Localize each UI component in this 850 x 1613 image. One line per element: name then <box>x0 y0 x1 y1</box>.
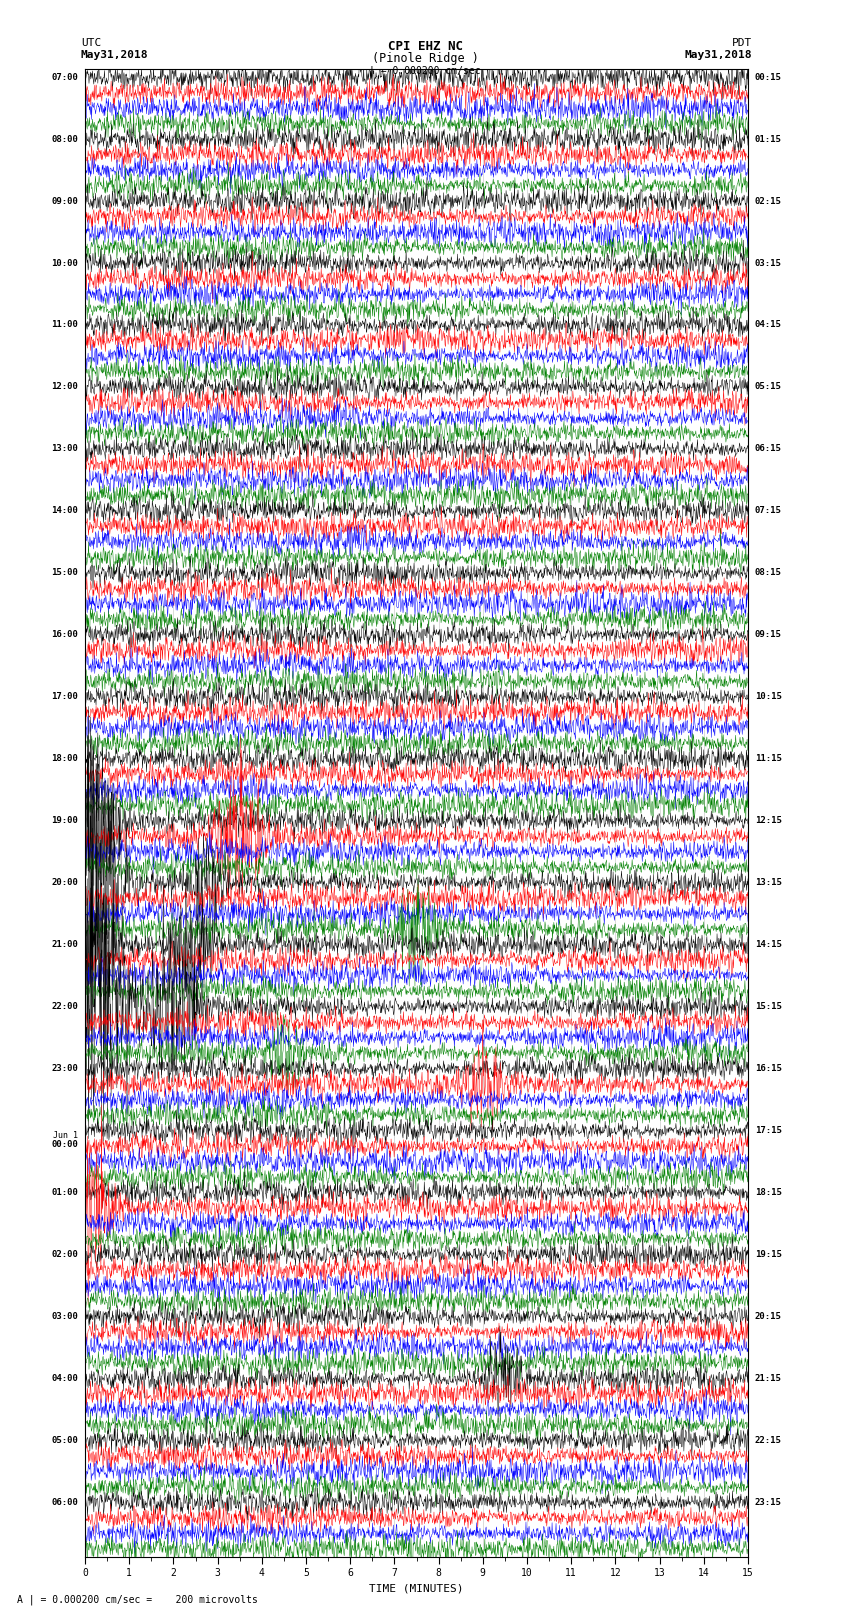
Text: 19:15: 19:15 <box>755 1250 781 1260</box>
Text: Jun 1: Jun 1 <box>54 1131 78 1139</box>
Text: 00:00: 00:00 <box>52 1140 78 1148</box>
Text: 12:00: 12:00 <box>52 382 78 392</box>
Text: 22:15: 22:15 <box>755 1436 781 1445</box>
Text: 03:15: 03:15 <box>755 258 781 268</box>
Text: 23:00: 23:00 <box>52 1065 78 1073</box>
Text: 04:15: 04:15 <box>755 321 781 329</box>
Text: 02:15: 02:15 <box>755 197 781 205</box>
Text: 21:00: 21:00 <box>52 940 78 948</box>
Text: 16:00: 16:00 <box>52 631 78 639</box>
Text: 14:15: 14:15 <box>755 940 781 948</box>
Text: 05:15: 05:15 <box>755 382 781 392</box>
Text: May31,2018: May31,2018 <box>81 50 148 60</box>
Text: 18:00: 18:00 <box>52 755 78 763</box>
Text: 01:00: 01:00 <box>52 1189 78 1197</box>
Text: 15:15: 15:15 <box>755 1002 781 1011</box>
Text: 09:15: 09:15 <box>755 631 781 639</box>
Text: 20:00: 20:00 <box>52 877 78 887</box>
Text: PDT: PDT <box>732 39 752 48</box>
Text: 09:00: 09:00 <box>52 197 78 205</box>
Text: UTC: UTC <box>81 39 101 48</box>
Text: 07:00: 07:00 <box>52 73 78 82</box>
Text: 03:00: 03:00 <box>52 1311 78 1321</box>
Text: 00:15: 00:15 <box>755 73 781 82</box>
Text: 18:15: 18:15 <box>755 1189 781 1197</box>
Text: May31,2018: May31,2018 <box>685 50 752 60</box>
Text: 08:00: 08:00 <box>52 134 78 144</box>
Text: 07:15: 07:15 <box>755 506 781 516</box>
Text: 21:15: 21:15 <box>755 1374 781 1382</box>
Text: 11:15: 11:15 <box>755 755 781 763</box>
Text: A | = 0.000200 cm/sec =    200 microvolts: A | = 0.000200 cm/sec = 200 microvolts <box>17 1594 258 1605</box>
Text: 20:15: 20:15 <box>755 1311 781 1321</box>
Text: (Pinole Ridge ): (Pinole Ridge ) <box>371 52 479 65</box>
Text: 11:00: 11:00 <box>52 321 78 329</box>
Text: 19:00: 19:00 <box>52 816 78 826</box>
Text: 14:00: 14:00 <box>52 506 78 516</box>
Text: 02:00: 02:00 <box>52 1250 78 1260</box>
Text: 06:00: 06:00 <box>52 1498 78 1507</box>
Text: 15:00: 15:00 <box>52 568 78 577</box>
X-axis label: TIME (MINUTES): TIME (MINUTES) <box>369 1584 464 1594</box>
Text: 17:15: 17:15 <box>755 1126 781 1136</box>
Text: 10:00: 10:00 <box>52 258 78 268</box>
Text: CPI EHZ NC: CPI EHZ NC <box>388 40 462 53</box>
Text: 13:00: 13:00 <box>52 445 78 453</box>
Text: 13:15: 13:15 <box>755 877 781 887</box>
Text: 23:15: 23:15 <box>755 1498 781 1507</box>
Text: 08:15: 08:15 <box>755 568 781 577</box>
Text: 16:15: 16:15 <box>755 1065 781 1073</box>
Text: 17:00: 17:00 <box>52 692 78 702</box>
Text: | = 0.000200 cm/sec: | = 0.000200 cm/sec <box>369 65 481 76</box>
Text: 05:00: 05:00 <box>52 1436 78 1445</box>
Text: 22:00: 22:00 <box>52 1002 78 1011</box>
Text: 10:15: 10:15 <box>755 692 781 702</box>
Text: 04:00: 04:00 <box>52 1374 78 1382</box>
Text: 06:15: 06:15 <box>755 445 781 453</box>
Text: 01:15: 01:15 <box>755 134 781 144</box>
Text: 12:15: 12:15 <box>755 816 781 826</box>
